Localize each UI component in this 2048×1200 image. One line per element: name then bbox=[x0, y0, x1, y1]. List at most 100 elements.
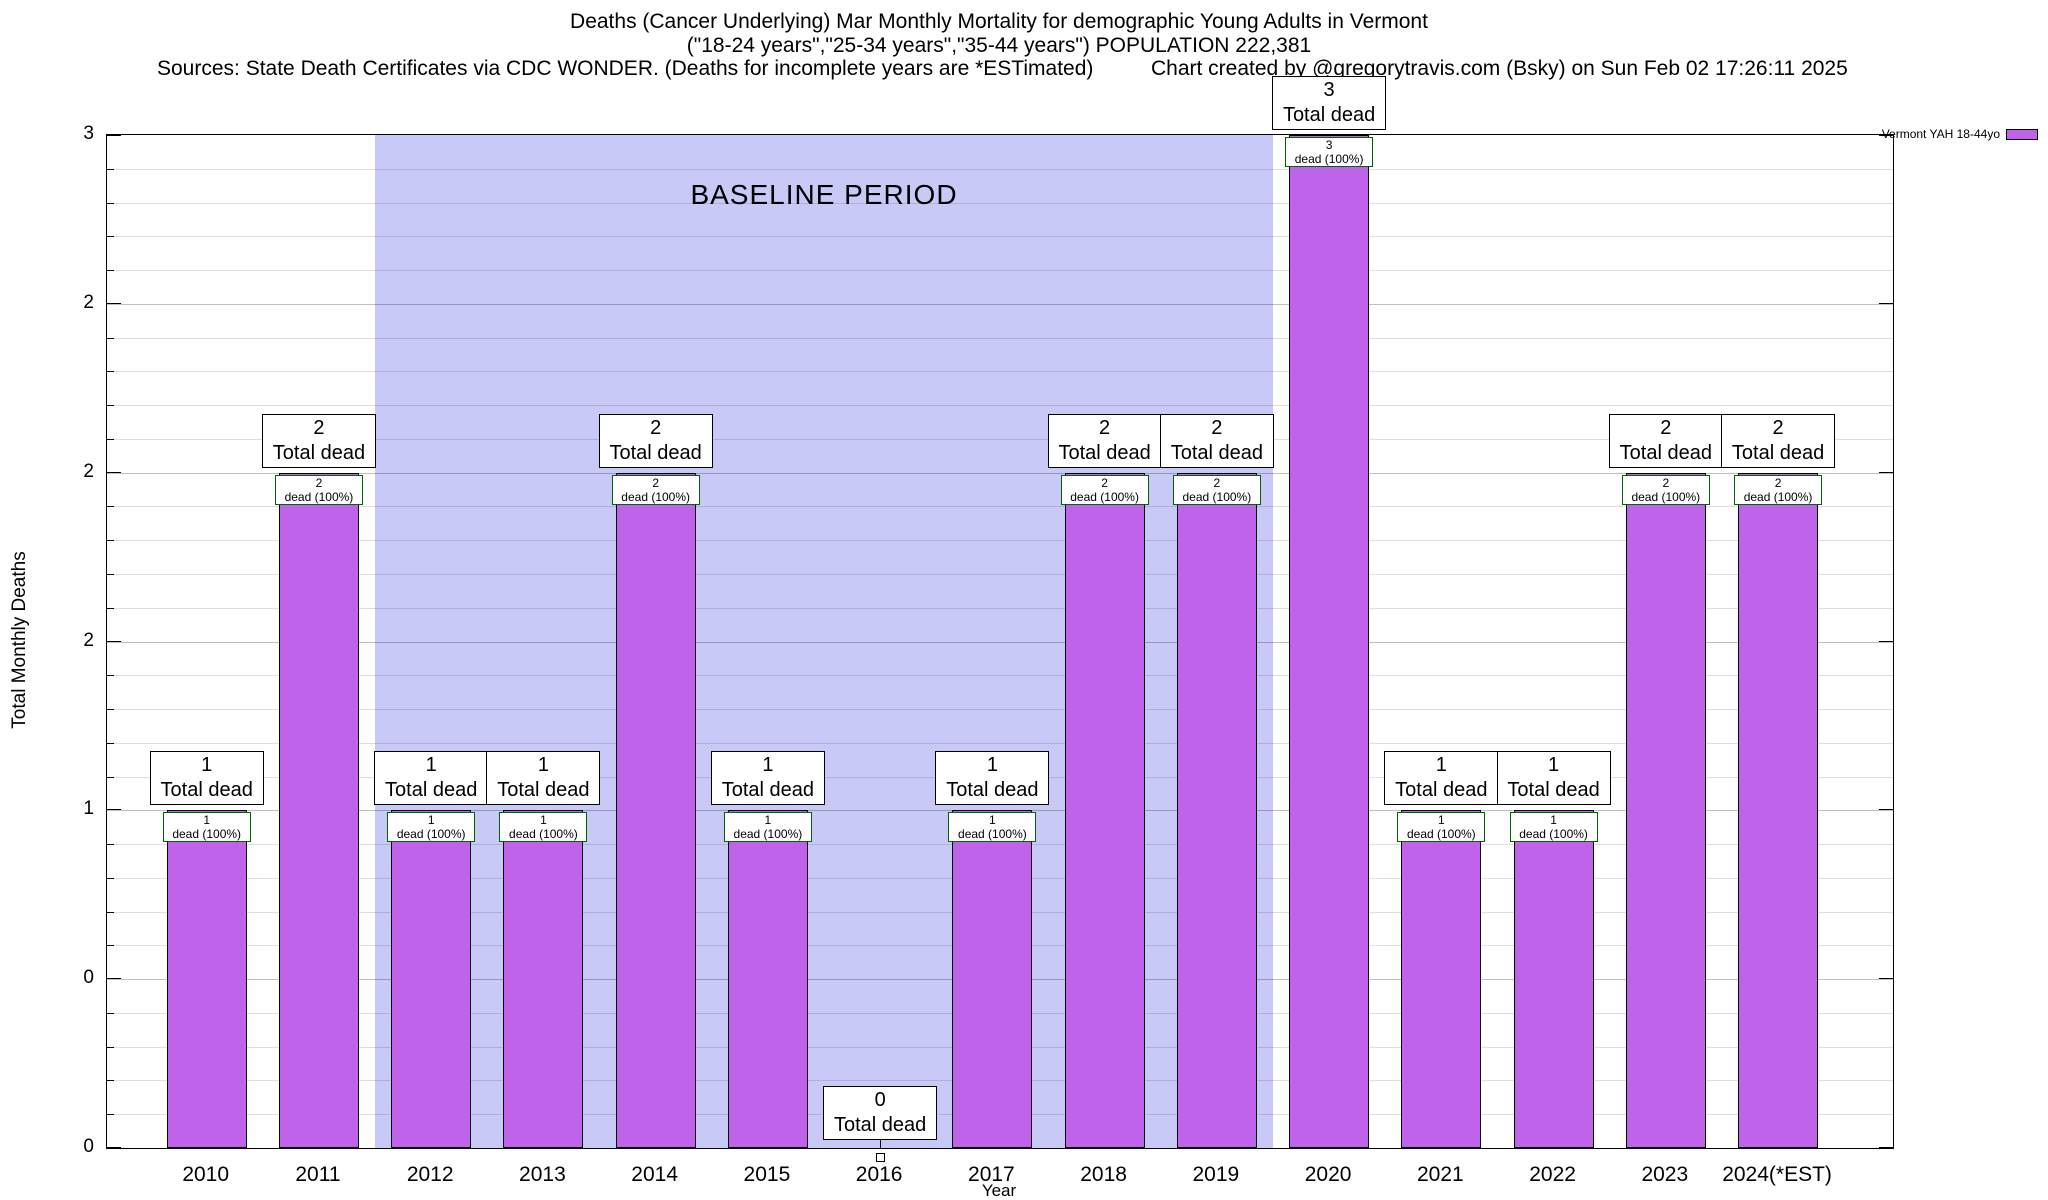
legend: Vermont YAH 18-44yo bbox=[1882, 127, 2038, 141]
x-tick-label-2016: 2016 bbox=[855, 1163, 903, 1186]
y-minor-tick bbox=[107, 168, 114, 170]
x-tick-label-2011: 2011 bbox=[295, 1163, 341, 1186]
y-minor-tick bbox=[107, 573, 114, 575]
plot-area: BASELINE PERIOD 1 dead (100%) 1 Total dead 2 d… bbox=[106, 76, 1894, 1162]
x-tick-label-2020: 2020 bbox=[1304, 1163, 1352, 1186]
bar-2021 bbox=[1401, 810, 1482, 1148]
total-label-2015-text: Total dead bbox=[721, 779, 815, 802]
inner-label-2021-text: dead (100%) bbox=[1406, 827, 1476, 842]
bar-inner-label-2014: 2 dead (100%) bbox=[611, 474, 700, 505]
x-axis-title: Year bbox=[981, 1181, 1017, 1200]
bar-2012 bbox=[391, 810, 472, 1148]
bar-total-label-2022: 1 Total dead bbox=[1496, 751, 1611, 806]
y-minor-tick bbox=[107, 405, 114, 407]
bar-2015 bbox=[727, 810, 808, 1148]
gridline bbox=[107, 607, 1893, 609]
x-tick-label-2018: 2018 bbox=[1080, 1163, 1127, 1186]
y-tick-left bbox=[107, 978, 121, 980]
y-tick-label: 1 bbox=[83, 798, 94, 820]
total-label-2021-count: 1 bbox=[1435, 754, 1447, 777]
total-label-2017-count: 1 bbox=[986, 754, 998, 777]
gridline bbox=[107, 675, 1893, 677]
gridline bbox=[107, 236, 1893, 238]
total-label-2018-text: Total dead bbox=[1058, 441, 1151, 464]
y-tick-label: 3 bbox=[83, 123, 94, 144]
gridline bbox=[107, 742, 1893, 744]
bar-inner-label-2022: 1 dead (100%) bbox=[1509, 812, 1598, 843]
gridline bbox=[107, 337, 1893, 339]
y-tick-label: 2 bbox=[83, 460, 94, 482]
bar-2014 bbox=[615, 472, 696, 1148]
bar-total-label-2011: 2 Total dead bbox=[261, 413, 376, 468]
y-minor-tick bbox=[107, 1012, 114, 1014]
bar-2023 bbox=[1625, 472, 1706, 1148]
bar-total-label-2021: 1 Total dead bbox=[1384, 751, 1499, 806]
inner-label-2015-text: dead (100%) bbox=[733, 827, 803, 842]
x-tick-label-2013: 2013 bbox=[519, 1163, 566, 1186]
total-label-2019-count: 2 bbox=[1211, 416, 1223, 439]
y-minor-tick bbox=[107, 236, 114, 238]
inner-label-2023-count: 2 bbox=[1662, 475, 1670, 490]
gridline bbox=[107, 709, 1893, 711]
x-tick-label-2021: 2021 bbox=[1416, 1163, 1464, 1186]
inner-label-2012-text: dead (100%) bbox=[396, 827, 466, 842]
inner-label-2019-text: dead (100%) bbox=[1182, 489, 1252, 504]
y-minor-tick bbox=[107, 844, 114, 846]
y-minor-tick bbox=[107, 945, 114, 947]
inner-label-2018-text: dead (100%) bbox=[1070, 489, 1139, 504]
y-tick-label: 0 bbox=[83, 1136, 94, 1157]
bar-inner-label-2020: 3 dead (100%) bbox=[1285, 137, 1374, 167]
gridline bbox=[107, 540, 1893, 542]
y-minor-tick bbox=[107, 371, 114, 373]
x-tick-label-2022: 2022 bbox=[1529, 1163, 1576, 1186]
y-minor-tick bbox=[107, 337, 114, 339]
inner-label-2015-count: 1 bbox=[764, 813, 772, 828]
total-label-2010-text: Total dead bbox=[160, 779, 253, 802]
bar-inner-label-2015: 1 dead (100%) bbox=[723, 812, 812, 843]
baseline-label: BASELINE PERIOD bbox=[690, 179, 958, 210]
total-label-2018-count: 2 bbox=[1099, 416, 1111, 439]
bar-inner-label-2013: 1 dead (100%) bbox=[499, 812, 588, 843]
inner-label-2013-text: dead (100%) bbox=[509, 827, 578, 842]
total-label-2020-count: 3 bbox=[1323, 79, 1335, 101]
inner-label-2019-count: 2 bbox=[1213, 475, 1221, 490]
inner-label-2020-text: dead (100%) bbox=[1294, 152, 1364, 166]
y-minor-tick bbox=[107, 540, 114, 542]
y-minor-tick bbox=[107, 1080, 114, 1082]
inner-label-2024(*EST)-count: 2 bbox=[1774, 475, 1782, 490]
inner-label-2024(*EST)-text: dead (100%) bbox=[1743, 489, 1813, 504]
bar-total-label-2023: 2 Total dead bbox=[1608, 413, 1723, 468]
y-tick-right bbox=[1879, 135, 1893, 136]
total-label-2012-count: 1 bbox=[425, 754, 437, 777]
y-minor-tick bbox=[107, 776, 114, 778]
y-tick-label: 2 bbox=[83, 629, 94, 651]
x-tick-label-2010: 2010 bbox=[182, 1163, 230, 1186]
chart-subtitle: ("18-24 years","25-34 years","35-44 year… bbox=[686, 34, 1312, 57]
bar-inner-label-2023: 2 dead (100%) bbox=[1621, 474, 1710, 505]
inner-label-2020-count: 3 bbox=[1325, 138, 1333, 152]
y-tick-left bbox=[107, 809, 121, 811]
y-minor-tick bbox=[107, 607, 114, 609]
total-label-2022-count: 1 bbox=[1548, 754, 1560, 777]
total-label-2011-text: Total dead bbox=[272, 441, 366, 464]
inner-label-2011-count: 2 bbox=[315, 475, 323, 490]
inner-label-2011-text: dead (100%) bbox=[284, 489, 354, 504]
total-label-2014-count: 2 bbox=[650, 416, 662, 439]
bar-total-label-2019: 2 Total dead bbox=[1159, 413, 1274, 468]
y-tick-right bbox=[1879, 978, 1893, 980]
bar-total-label-2020: 3 Total dead bbox=[1272, 76, 1387, 130]
total-label-2019-text: Total dead bbox=[1170, 441, 1263, 464]
y-tick-right bbox=[1879, 471, 1893, 473]
sources-note: Sources: State Death Certificates via CD… bbox=[157, 57, 1094, 80]
chart-title: Deaths (Cancer Underlying) Mar Monthly M… bbox=[570, 10, 1428, 33]
inner-label-2010-count: 1 bbox=[203, 813, 211, 828]
gridline bbox=[107, 472, 1893, 474]
total-label-2016-count: 0 bbox=[874, 1089, 886, 1111]
inner-label-2022-text: dead (100%) bbox=[1519, 827, 1588, 842]
inner-label-2010-text: dead (100%) bbox=[172, 827, 242, 842]
x-tick-label-2019: 2019 bbox=[1192, 1163, 1240, 1186]
x-tick-label-2014: 2014 bbox=[631, 1163, 679, 1186]
y-minor-tick bbox=[107, 675, 114, 677]
total-label-2024(*EST)-text: Total dead bbox=[1731, 441, 1825, 464]
